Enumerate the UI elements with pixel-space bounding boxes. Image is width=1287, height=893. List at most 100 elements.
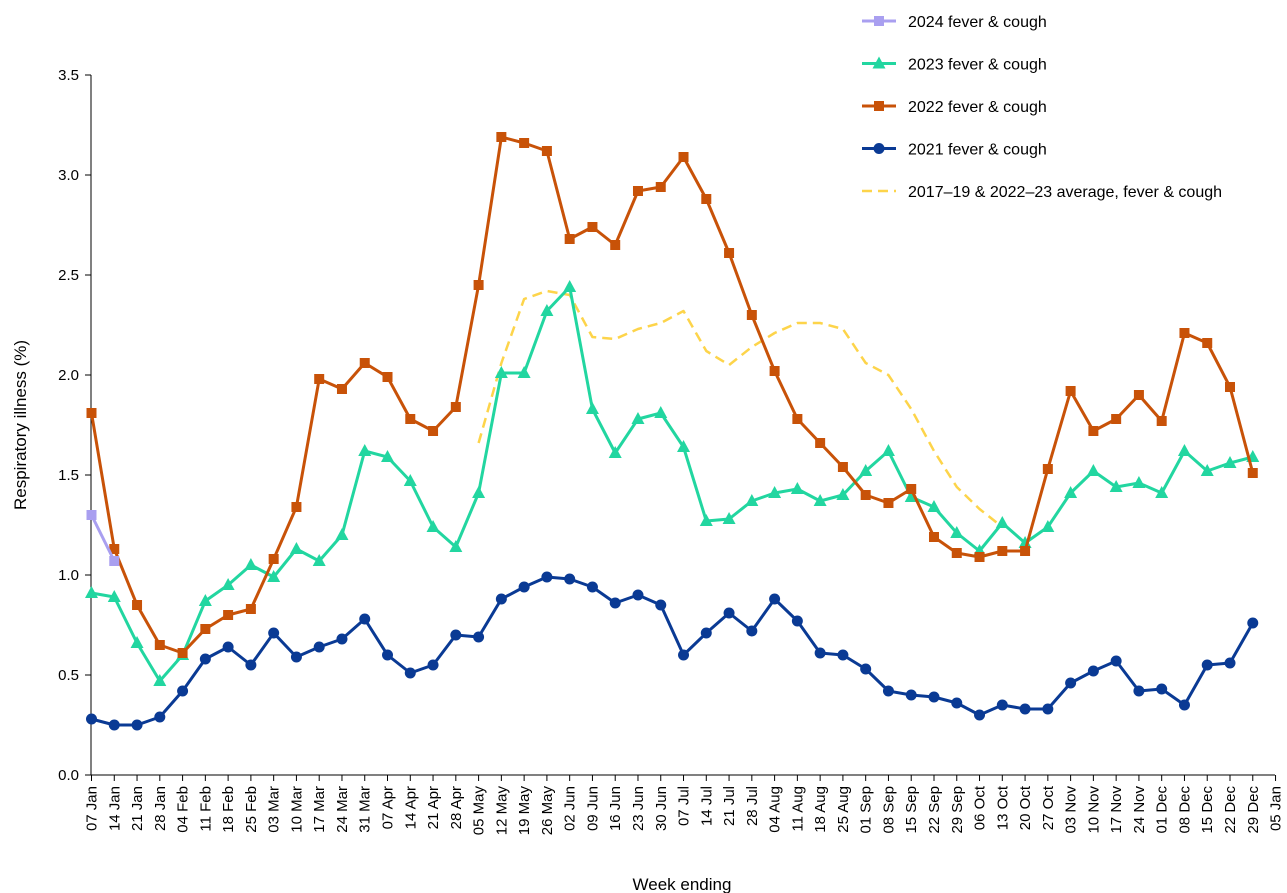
data-point	[86, 408, 97, 418]
data-point	[699, 514, 713, 526]
data-point	[1042, 703, 1054, 715]
data-point	[428, 426, 439, 436]
x-tick-label: 15 Sep	[903, 786, 920, 834]
data-point	[290, 651, 302, 663]
data-point	[450, 402, 461, 412]
data-point	[1065, 677, 1077, 689]
data-point	[267, 570, 281, 582]
data-point	[473, 280, 484, 290]
data-point	[359, 613, 371, 625]
data-point	[519, 138, 530, 148]
data-point	[1177, 444, 1191, 456]
data-point	[1041, 520, 1055, 532]
data-point	[790, 482, 804, 494]
x-tick-label: 07 Jan	[84, 786, 101, 831]
legend-item: 2023 fever & cough	[862, 56, 1047, 74]
y-tick-label: 1.0	[58, 567, 79, 584]
data-point	[403, 474, 417, 486]
data-point	[132, 600, 143, 610]
data-point	[701, 194, 712, 204]
data-point	[382, 372, 393, 382]
data-point	[746, 310, 757, 320]
series-line	[90, 135, 1255, 655]
data-point	[836, 488, 850, 500]
data-point	[1064, 486, 1078, 498]
axes	[90, 75, 1275, 776]
series-line	[90, 514, 116, 562]
legend-label: 2024 fever & cough	[908, 14, 1047, 31]
data-point	[541, 146, 552, 156]
series-line	[91, 575, 1255, 727]
data-point	[86, 510, 97, 520]
data-point	[404, 667, 416, 679]
data-point	[449, 540, 463, 552]
data-point	[1020, 546, 1031, 556]
data-point	[974, 552, 985, 562]
x-tick-label: 08 Dec	[1176, 786, 1193, 834]
data-point	[518, 581, 530, 593]
x-tick-label: 04 Feb	[175, 786, 192, 833]
data-point	[245, 604, 256, 614]
data-point	[815, 438, 826, 448]
x-tick-label: 05 May	[471, 786, 488, 836]
x-tick-label: 22 Sep	[926, 786, 943, 834]
data-point	[1156, 683, 1168, 695]
data-point	[768, 486, 782, 498]
legend-marker	[874, 16, 884, 26]
x-axis-title: Week ending	[633, 875, 732, 893]
data-point	[564, 234, 575, 244]
data-point	[881, 444, 895, 456]
data-point	[1224, 657, 1236, 669]
data-point	[312, 554, 326, 566]
x-tick-label: 07 Apr	[380, 786, 397, 829]
data-point	[1018, 536, 1032, 548]
data-point	[1111, 414, 1122, 424]
data-point	[996, 699, 1008, 711]
series-4	[477, 289, 1004, 528]
data-point	[995, 516, 1009, 528]
x-tick-label: 25 Aug	[835, 786, 852, 833]
data-point	[472, 486, 486, 498]
data-point	[517, 366, 531, 378]
data-point	[927, 500, 941, 512]
data-point	[837, 462, 848, 472]
data-point	[221, 578, 235, 590]
x-tick-label: 28 Jan	[152, 786, 169, 831]
y-tick-label: 0.0	[58, 767, 79, 784]
data-point	[746, 625, 758, 637]
data-point	[108, 719, 120, 731]
x-tick-label: 21 Jan	[129, 786, 146, 831]
data-point	[359, 358, 370, 368]
data-point	[859, 464, 873, 476]
data-point	[85, 586, 98, 598]
data-point	[335, 528, 349, 540]
x-tick-label: 02 Jun	[562, 786, 579, 831]
y-axis-title: Respiratory illness (%)	[11, 340, 30, 510]
data-point	[494, 366, 508, 378]
y-tick-label: 3.0	[58, 167, 79, 184]
data-point	[1042, 464, 1053, 474]
x-tick-label: 16 Jun	[607, 786, 624, 831]
data-point	[130, 636, 144, 648]
legend-marker	[874, 101, 884, 111]
data-point	[813, 494, 827, 506]
data-point	[154, 640, 165, 650]
data-point	[723, 607, 735, 619]
data-point	[1155, 486, 1169, 498]
x-tick-label: 22 Dec	[1222, 786, 1239, 834]
data-point	[222, 641, 234, 653]
data-point	[860, 663, 872, 675]
data-point	[450, 629, 462, 641]
data-point	[951, 548, 962, 558]
data-point	[1109, 480, 1123, 492]
x-tick-label: 29 Dec	[1245, 786, 1262, 834]
data-point	[1179, 328, 1190, 338]
data-point	[722, 512, 736, 524]
data-point	[245, 659, 257, 671]
series	[85, 132, 1260, 731]
x-tick-label: 14 Apr	[402, 786, 419, 829]
x-tick-label: 01 Dec	[1154, 786, 1171, 834]
data-point	[291, 502, 302, 512]
data-point	[382, 649, 394, 661]
data-point	[791, 615, 803, 627]
